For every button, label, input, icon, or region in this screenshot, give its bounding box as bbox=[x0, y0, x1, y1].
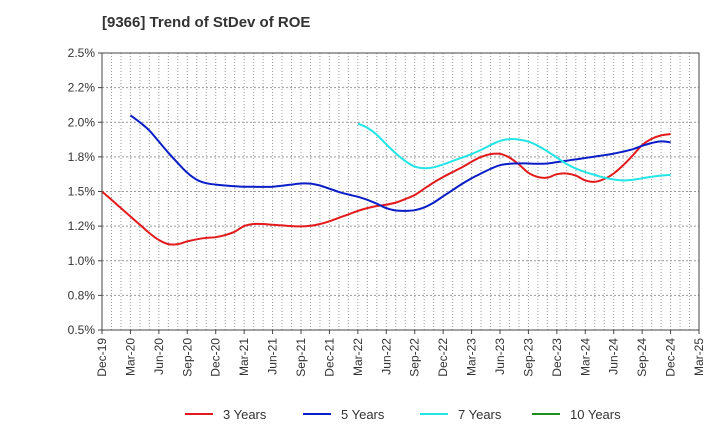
y-tick-label: 1.5% bbox=[68, 185, 96, 199]
x-tick-label: Dec-23 bbox=[550, 338, 564, 377]
y-tick-label: 2.5% bbox=[68, 46, 96, 60]
x-tick-label: Mar-23 bbox=[465, 338, 479, 376]
x-tick-label: Sep-20 bbox=[180, 338, 194, 377]
x-tick-label: Jun-22 bbox=[379, 338, 393, 375]
x-tick-label: Sep-23 bbox=[521, 338, 535, 377]
x-tick-label: Mar-25 bbox=[692, 338, 706, 376]
legend: 3 Years 5 Years 7 Years 10 Years bbox=[185, 407, 621, 422]
x-tick-label: Mar-22 bbox=[351, 338, 365, 376]
x-tick-label: Dec-24 bbox=[664, 338, 678, 377]
legend-label-7-years: 7 Years bbox=[458, 407, 502, 422]
x-axis: Dec-19 Mar-20 Jun-20 Sep-20 Dec-20 Mar-21 Jun-… bbox=[95, 330, 706, 377]
x-tick-label: Sep-22 bbox=[408, 338, 422, 377]
y-tick-label: 1.0% bbox=[68, 254, 96, 268]
series-line-5-years bbox=[129, 114, 671, 212]
y-axis: 0.5% 0.8% 1.0% 1.2% 1.5% 1.8% 2.0% 2.2% 2.5% bbox=[68, 46, 102, 337]
series-line-7-years bbox=[357, 122, 671, 182]
y-tick-label: 1.2% bbox=[68, 219, 96, 233]
legend-label-10-years: 10 Years bbox=[570, 407, 621, 422]
x-tick-label: Dec-20 bbox=[209, 338, 223, 377]
grid bbox=[102, 53, 699, 330]
x-tick-label: Dec-19 bbox=[95, 338, 109, 377]
y-tick-label: 0.8% bbox=[68, 288, 96, 302]
y-tick-label: 2.0% bbox=[68, 115, 96, 129]
x-tick-label: Mar-24 bbox=[578, 338, 592, 376]
x-tick-label: Dec-22 bbox=[436, 338, 450, 377]
legend-label-3-years: 3 Years bbox=[223, 407, 267, 422]
x-tick-label: Jun-20 bbox=[152, 338, 166, 375]
y-tick-label: 0.5% bbox=[68, 323, 96, 337]
x-tick-label: Mar-20 bbox=[123, 338, 137, 376]
series-lines bbox=[101, 114, 671, 246]
y-tick-label: 2.2% bbox=[68, 81, 96, 95]
x-tick-label: Jun-21 bbox=[266, 338, 280, 375]
x-tick-label: Sep-24 bbox=[635, 338, 649, 377]
x-tick-label: Sep-21 bbox=[294, 338, 308, 377]
chart-title: [9366] Trend of StDev of ROE bbox=[102, 14, 311, 31]
series-line-3-years bbox=[101, 133, 671, 246]
x-tick-label: Jun-23 bbox=[493, 338, 507, 375]
x-tick-label: Dec-21 bbox=[322, 338, 336, 377]
y-tick-label: 1.8% bbox=[68, 150, 96, 164]
x-tick-label: Mar-21 bbox=[237, 338, 251, 376]
x-tick-label: Jun-24 bbox=[607, 338, 621, 375]
legend-label-5-years: 5 Years bbox=[341, 407, 385, 422]
